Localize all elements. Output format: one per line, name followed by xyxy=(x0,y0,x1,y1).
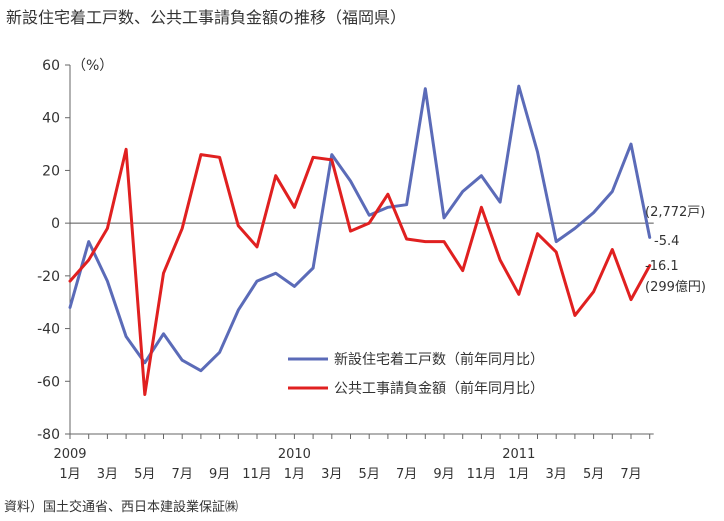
x-tick-label: 3月 xyxy=(97,467,118,482)
y-tick-label: -80 xyxy=(37,427,60,443)
x-tick-label: 11月 xyxy=(242,467,272,482)
end-value-label-housing: -5.4 xyxy=(654,234,679,249)
labels-group: (2,772戸) -5.4 -16.1 (299億円) xyxy=(645,205,706,295)
x-year-label: 2009 xyxy=(53,447,86,462)
series-line-housing xyxy=(68,84,652,373)
x-tick-label: 7月 xyxy=(396,467,417,482)
series-line-public-works xyxy=(68,147,652,396)
end-unit-label-housing: (2,772戸) xyxy=(645,205,705,220)
y-axis-unit: （%） xyxy=(72,58,113,74)
y-tick-label: 60 xyxy=(42,58,60,74)
x-tick-label: 11月 xyxy=(467,467,497,482)
end-value-label-public-works: -16.1 xyxy=(645,259,679,274)
x-tick-label: 3月 xyxy=(546,467,567,482)
x-tick-label: 9月 xyxy=(433,467,454,482)
series-group xyxy=(68,84,652,396)
y-tick-label: 20 xyxy=(42,163,60,179)
y-tick-label: -60 xyxy=(37,374,60,390)
y-tick-label: 40 xyxy=(42,111,60,127)
source-note: 資料）国土交通省、西日本建設業保証㈱ xyxy=(4,500,239,515)
chart-title: 新設住宅着工戸数、公共工事請負金額の推移（福岡県） xyxy=(6,8,407,27)
x-tick-label: 5月 xyxy=(583,467,604,482)
legend-entry-label: 公共工事請負金額（前年同月比） xyxy=(334,380,544,397)
x-tick-label: 5月 xyxy=(359,467,380,482)
x-tick-label: 1月 xyxy=(284,467,305,482)
x-tick-label: 5月 xyxy=(134,467,155,482)
x-tick-label: 1月 xyxy=(59,467,80,482)
x-tick-label: 7月 xyxy=(172,467,193,482)
y-tick-label: -20 xyxy=(37,269,60,285)
x-tick-label: 1月 xyxy=(508,467,529,482)
y-tick-label: -40 xyxy=(37,322,60,338)
y-tick-label: 0 xyxy=(51,216,60,232)
x-tick-label: 7月 xyxy=(620,467,641,482)
axes: 60 40 20 0 -20 -40 -60 -80 （%） 1月 3月 5月 7月 9月 11月 1月 3月 5… xyxy=(37,58,654,482)
legend-entry-label: 新設住宅着工戸数（前年同月比） xyxy=(334,351,544,368)
end-unit-label-public-works: (299億円) xyxy=(645,279,706,295)
x-year-label: 2011 xyxy=(502,447,535,462)
x-year-label: 2010 xyxy=(278,447,311,462)
x-tick-label: 9月 xyxy=(209,467,230,482)
legend: 新設住宅着工戸数（前年同月比） 公共工事請負金額（前年同月比） xyxy=(288,351,544,397)
x-tick-label: 3月 xyxy=(321,467,342,482)
